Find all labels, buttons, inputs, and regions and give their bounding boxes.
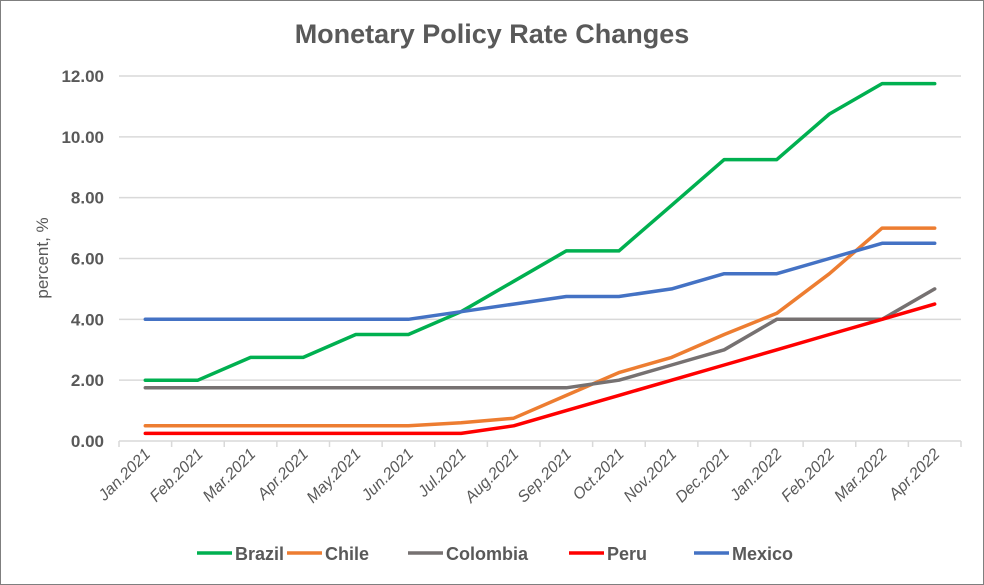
series-line-colombia (143, 287, 937, 390)
series-line-peru (143, 302, 937, 436)
legend-label: Chile (325, 544, 369, 564)
legend-label: Colombia (446, 544, 529, 564)
x-ticks: Jan.2021Feb.2021Mar.2021Apr.2021May.2021… (95, 446, 944, 507)
x-tick-label: Nov.2021 (621, 446, 681, 506)
series-line-brazil (143, 81, 937, 382)
legend: Brazil Chile Colombia Peru Mexico (197, 544, 793, 564)
x-tick-label: Mar.2021 (200, 446, 259, 505)
x-tick-label: Feb.2021 (147, 446, 207, 506)
y-tick-label: 8.00 (71, 189, 104, 208)
y-axis-label: percent, % (33, 217, 52, 298)
legend-label: Peru (607, 544, 647, 564)
legend-label: Brazil (235, 544, 284, 564)
x-tick-label: May.2021 (304, 446, 365, 507)
y-tick-label: 6.00 (71, 250, 104, 269)
legend-item-mexico: Mexico (694, 544, 793, 564)
x-tick-label: Jul.2021 (414, 446, 470, 502)
x-tick-label: Jun.2021 (358, 446, 417, 505)
y-tick-label: 0.00 (71, 432, 104, 451)
x-tick-label: Aug.2021 (461, 446, 522, 507)
x-tick-label: Dec.2021 (673, 446, 733, 506)
y-ticks: 0.00 2.00 4.00 6.00 8.00 10.00 12.00 (61, 67, 104, 451)
y-tick-label: 12.00 (61, 67, 104, 86)
chart-title: Monetary Policy Rate Changes (295, 19, 690, 49)
legend-item-colombia: Colombia (408, 544, 529, 564)
legend-item-brazil: Brazil (197, 544, 284, 564)
x-tick-label: Apr.2022 (885, 446, 943, 504)
legend-label: Mexico (732, 544, 793, 564)
legend-item-peru: Peru (569, 544, 647, 564)
y-tick-label: 10.00 (61, 128, 104, 147)
x-tick-label: Feb.2022 (778, 446, 838, 506)
x-tick-label: Mar.2022 (831, 446, 890, 505)
x-tick-label: Jan.2022 (726, 446, 785, 505)
x-tick-label: Jan.2021 (95, 446, 154, 505)
legend-item-chile: Chile (287, 544, 369, 564)
y-tick-label: 4.00 (71, 310, 104, 329)
x-tick-label: Oct.2021 (570, 446, 628, 504)
y-tick-label: 2.00 (71, 371, 104, 390)
series-lines (143, 81, 937, 436)
x-tick-label: Sep.2021 (515, 446, 575, 506)
series-line-chile (143, 226, 937, 428)
gridlines (118, 75, 962, 447)
series-line-mexico (143, 241, 937, 322)
